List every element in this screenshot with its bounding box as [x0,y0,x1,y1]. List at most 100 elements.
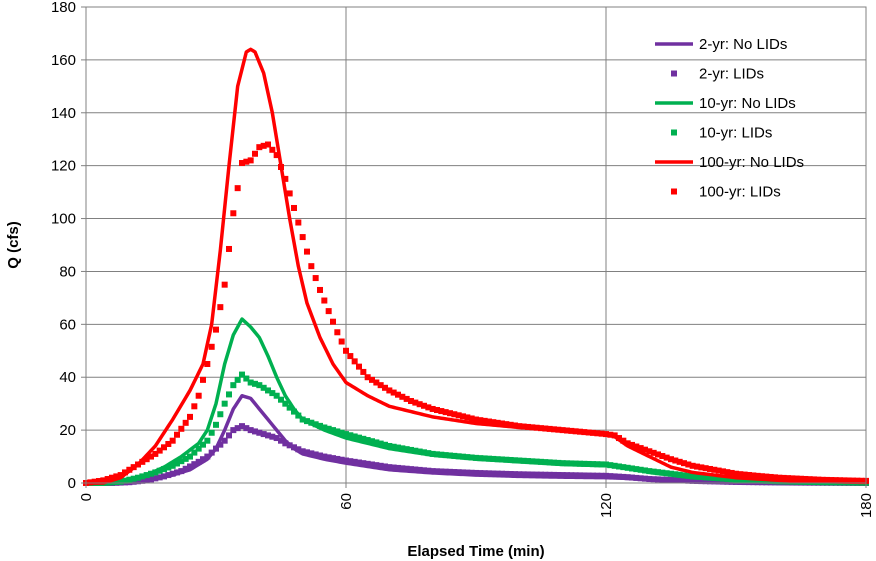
data-point [676,458,683,465]
data-point [234,425,241,432]
data-point [295,412,302,419]
data-point [213,445,219,452]
plot-area [83,6,869,486]
data-point [416,448,423,455]
data-point [317,452,323,459]
data-point [668,456,674,463]
data-point [590,461,596,468]
data-point [195,445,202,452]
data-point [286,442,293,449]
data-point [598,430,605,437]
data-point [737,476,744,483]
data-point [178,425,185,432]
data-point [568,427,575,434]
data-point [191,449,198,456]
data-point [260,142,267,149]
data-point [516,471,523,478]
data-point [646,448,653,455]
data-point [572,428,579,435]
data-point [642,446,648,453]
data-point [733,476,739,483]
data-point [291,444,297,451]
data-point [486,455,492,462]
data-point [481,470,488,477]
data-point [451,469,458,476]
data-point [642,467,648,474]
data-point [763,473,770,480]
data-point [780,474,787,481]
data-point [750,472,757,479]
data-point [620,473,627,480]
data-point [334,455,341,462]
data-point [204,453,211,460]
data-point [607,462,614,469]
data-point [143,456,150,463]
data-point [403,446,410,453]
data-point [187,413,193,420]
data-point [386,442,393,449]
data-point [308,450,315,457]
data-point [551,459,557,466]
data-point [226,391,232,398]
data-point [260,384,267,391]
data-point [390,443,397,450]
legend-item: 2-yr: LIDs [671,66,764,83]
data-point [698,474,705,481]
data-point [494,456,501,463]
data-point [564,472,570,479]
data-point [529,424,536,431]
data-point [637,466,644,473]
data-point [91,478,98,485]
data-point [152,450,159,457]
data-point [122,477,128,484]
data-point [161,466,167,473]
x-tick-label: 120 [598,493,615,518]
data-point [278,437,284,444]
data-point [438,451,445,458]
data-point [217,441,224,448]
data-point [217,304,224,311]
data-point [442,468,449,475]
data-point [559,472,566,479]
x-axis-title: Elapsed Time (min) [407,543,544,560]
data-point [208,343,215,350]
data-point [663,476,670,483]
data-point [174,431,180,438]
data-point [243,158,250,165]
data-point [390,464,397,471]
data-point [451,452,458,459]
data-point [473,416,479,423]
data-point [243,375,250,382]
data-point [109,479,115,486]
data-point [165,440,172,447]
data-point [395,391,401,398]
data-point [837,477,843,484]
data-point [360,435,367,442]
data-point [165,464,172,471]
data-point [382,384,388,391]
data-point [429,450,436,457]
data-point [841,477,848,484]
data-point [408,398,414,405]
data-point [464,469,471,476]
data-point [438,408,445,415]
x-tick-label: 180 [858,493,875,518]
data-point [273,152,280,159]
legend-item: 2-yr: No LIDs [655,36,787,53]
data-point [616,435,622,442]
data-point [260,431,267,438]
data-point [109,474,115,481]
data-point [265,387,271,394]
data-point [490,455,497,462]
y-tick-label: 180 [51,0,76,16]
data-point [321,453,328,460]
data-point [512,457,518,464]
data-point [399,445,406,452]
data-point [577,460,583,467]
data-point [299,234,306,241]
data-point [334,428,341,435]
data-point [663,470,670,477]
data-point [681,477,687,484]
legend-label: 2-yr: LIDs [699,66,764,83]
